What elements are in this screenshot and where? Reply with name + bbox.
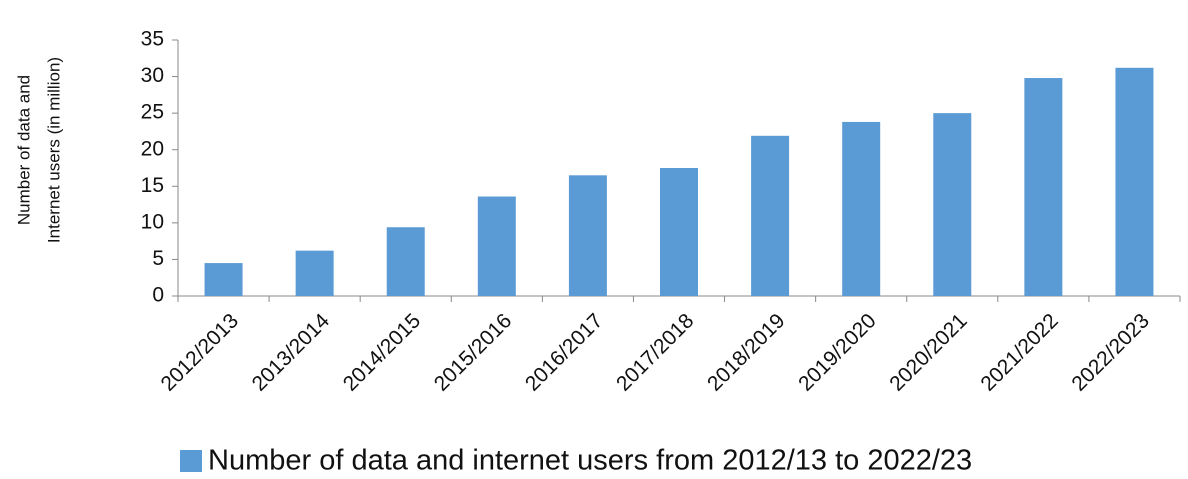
y-tick-label: 35 — [141, 28, 164, 51]
bar — [386, 227, 425, 296]
bar — [751, 135, 790, 296]
x-tick-label: 2014/2015 — [339, 309, 425, 395]
x-tick-label: 2013/2014 — [248, 309, 335, 396]
x-tick-label: 2019/2020 — [794, 309, 880, 395]
x-tick-label: 2012/2013 — [157, 309, 243, 395]
x-tick-label: 2020/2021 — [885, 309, 971, 395]
x-tick-label: 2017/2018 — [612, 309, 698, 395]
bar — [933, 113, 972, 297]
y-tick-label: 10 — [141, 210, 164, 233]
y-tick-label: 25 — [141, 101, 164, 124]
legend-swatch — [180, 450, 202, 472]
x-tick-label: 2021/2022 — [976, 309, 1062, 395]
legend-label: Number of data and internet users from 2… — [208, 445, 972, 477]
bar — [660, 168, 698, 296]
x-tick-label: 2016/2017 — [521, 309, 607, 395]
y-tick-label: 15 — [141, 174, 164, 197]
x-tick-label: 2015/2016 — [430, 309, 516, 395]
bar — [568, 175, 607, 296]
bar — [1024, 78, 1063, 296]
y-tick-label: 20 — [141, 137, 164, 160]
y-tick-label: 0 — [152, 284, 164, 307]
y-axis-label: Internet users (in million) — [44, 57, 63, 243]
x-tick-label: 2018/2019 — [703, 309, 789, 395]
x-tick-label: 2022/2023 — [1067, 309, 1153, 395]
y-tick-label: 5 — [152, 247, 164, 270]
bar — [295, 250, 334, 296]
y-tick-label: 30 — [141, 64, 164, 87]
bar — [204, 263, 243, 296]
bar — [842, 121, 881, 296]
y-axis-label: Number of data and — [14, 75, 33, 225]
bar — [477, 196, 516, 296]
bar — [1115, 67, 1154, 297]
